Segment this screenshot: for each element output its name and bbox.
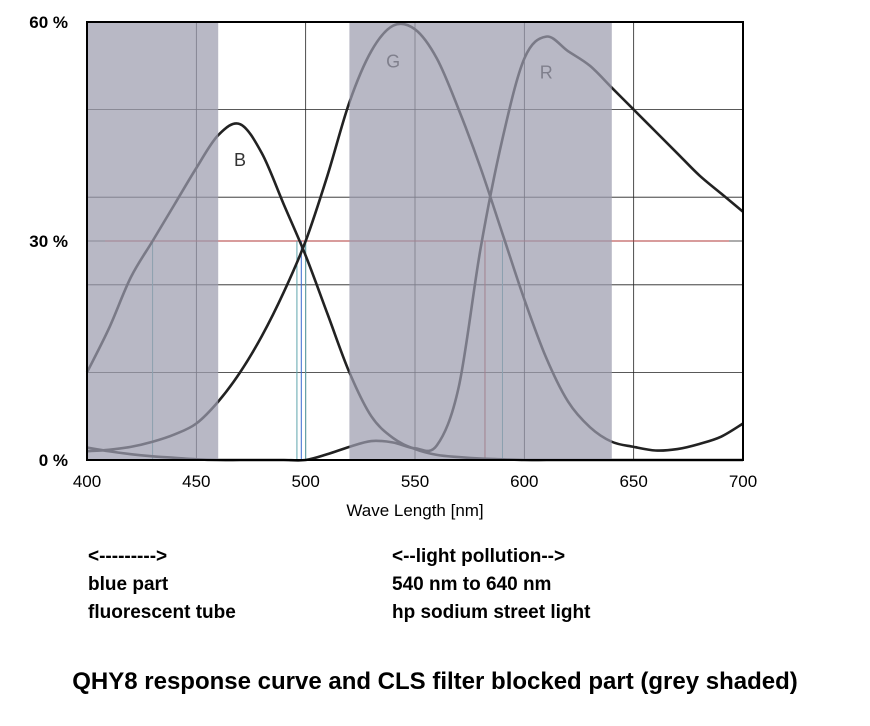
x-tick-label: 700 <box>729 472 757 491</box>
chart: 0 % 30 % 60 % 400 450 500 550 600 650 700 Wave Len… <box>29 13 757 520</box>
x-tick-label: 650 <box>619 472 647 491</box>
x-tick-label: 550 <box>401 472 429 491</box>
x-axis-label: Wave Length [nm] <box>346 501 483 520</box>
note-line: 540 nm to 640 nm <box>392 574 552 595</box>
note-line: hp sodium street light <box>392 602 591 623</box>
plot-frame <box>86 21 744 461</box>
x-tick-label: 450 <box>182 472 210 491</box>
y-tick-label: 0 % <box>39 451 68 470</box>
y-tick-label: 30 % <box>29 232 68 251</box>
note-line: <--light pollution--> <box>392 546 566 567</box>
note-left: <---------> blue part fluorescent tube <box>88 543 236 627</box>
shaded-band <box>87 22 219 460</box>
series-label: B <box>234 150 246 170</box>
x-tick-label: 500 <box>291 472 319 491</box>
x-tick-label: 600 <box>510 472 538 491</box>
note-line: fluorescent tube <box>88 602 236 623</box>
x-tick-label: 400 <box>73 472 101 491</box>
shaded-band <box>349 22 612 460</box>
y-tick-label: 60 % <box>29 13 68 32</box>
note-right: <--light pollution--> 540 nm to 640 nm h… <box>392 543 590 627</box>
note-line: blue part <box>88 574 169 595</box>
note-line: <---------> <box>88 546 168 567</box>
chart-title: QHY8 response curve and CLS filter block… <box>72 668 798 695</box>
